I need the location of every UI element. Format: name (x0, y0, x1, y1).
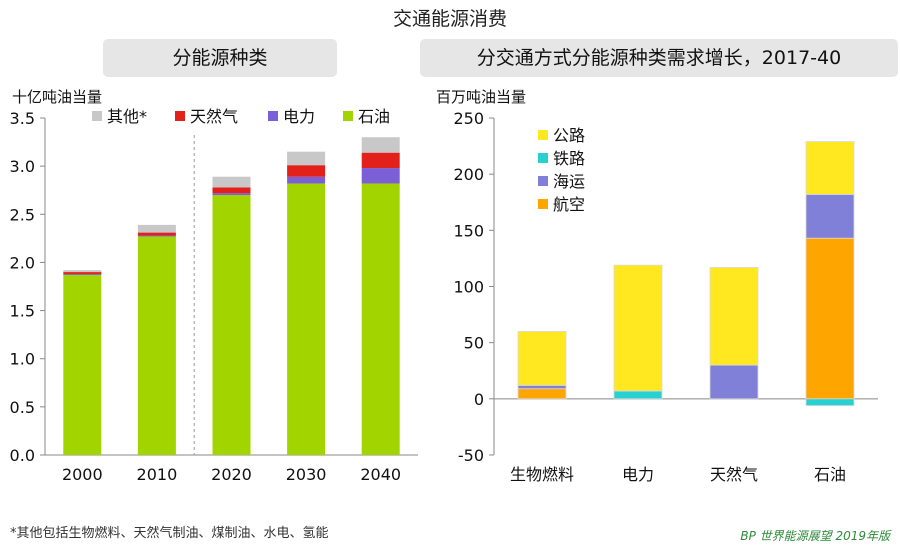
left-y-tick-label: 3.5 (10, 109, 35, 128)
left-legend-label: 其他* (107, 107, 147, 126)
left-bar-segment (137, 224, 176, 233)
right-y-axis-label: 百万吨油当量 (436, 88, 527, 106)
left-bar-segment (361, 183, 400, 455)
left-x-tick-label: 2010 (137, 465, 178, 484)
right-y-tick-label: 0 (474, 390, 484, 409)
left-y-axis-label: 十亿吨油当量 (12, 88, 103, 106)
right-bar-segment (805, 398, 855, 406)
left-y-tick-label: 1.5 (10, 302, 35, 321)
right-legend-label: 铁路 (553, 149, 585, 168)
right-x-tick-label: 天然气 (710, 465, 758, 484)
right-legend-swatch (538, 130, 548, 140)
right-legend-swatch (538, 153, 548, 163)
right-bar-segment (517, 384, 567, 390)
left-legend-swatch (343, 111, 353, 121)
left-bar-segment (361, 137, 400, 153)
left-bar-segment (63, 273, 102, 275)
right-bar-segment (517, 331, 567, 386)
right-x-tick-label: 电力 (622, 465, 654, 484)
right-x-tick-label: 生物燃料 (510, 465, 574, 484)
right-bar-segment (805, 141, 855, 195)
left-bar-segment (63, 274, 102, 455)
left-bar-segment (137, 232, 176, 236)
right-legend-label: 公路 (553, 126, 585, 145)
left-chart: 0.0 0.5 1.0 1.5 2.0 2.5 3.0 3.5 2000 2010 2020 2030… (10, 107, 418, 484)
left-bar-segment (287, 165, 326, 177)
left-y-tick-label: 3.0 (10, 157, 35, 176)
left-bar-segment (137, 235, 176, 237)
left-y-tick-label: 0.5 (10, 398, 35, 417)
left-x-tick-label: 2000 (62, 465, 103, 484)
right-legend-label: 航空 (553, 195, 585, 214)
left-chart-title: 分能源种类 (103, 39, 337, 77)
left-y-tick-label: 2.5 (10, 205, 35, 224)
right-bar-segment (613, 264, 663, 392)
left-bar-segment (212, 176, 251, 188)
right-bar-segment (517, 388, 567, 400)
left-bar-segment (212, 193, 251, 196)
page-title: 交通能源消费 (392, 8, 507, 30)
right-bar-segment (709, 364, 759, 400)
left-y-tick-label: 0.0 (10, 446, 35, 465)
left-legend-swatch (268, 111, 278, 121)
right-y-tick-label: 250 (453, 109, 484, 128)
left-bar-segment (361, 168, 400, 184)
left-x-tick-label: 2040 (360, 465, 401, 484)
left-bar-segment (63, 272, 102, 274)
left-bar-segment (287, 176, 326, 184)
left-y-tick-label: 1.0 (10, 350, 35, 369)
right-chart-title: 分交通方式分能源种类需求增长，2017-40 (420, 39, 898, 77)
left-bar-segment (137, 236, 176, 455)
right-y-tick-label: -50 (458, 446, 484, 465)
right-x-tick-label: 石油 (814, 465, 846, 484)
footnote: *其他包括生物燃料、天然气制油、煤制油、水电、氢能 (10, 526, 329, 541)
left-bar-segment (287, 183, 326, 455)
right-y-tick-label: 100 (453, 278, 484, 297)
right-bar-segment (805, 237, 855, 400)
right-y-tick-label: 150 (453, 221, 484, 240)
left-legend-label: 天然气 (190, 107, 238, 126)
left-bar-segment (212, 195, 251, 455)
left-bar-segment (361, 152, 400, 169)
left-x-tick-label: 2020 (211, 465, 252, 484)
source-label: BP 世界能源展望 2019年版 (740, 529, 890, 543)
right-legend-swatch (538, 176, 548, 186)
right-y-tick-label: 200 (453, 165, 484, 184)
left-bar-segment (287, 151, 326, 166)
right-bar-segment (709, 267, 759, 366)
right-y-tick-label: 50 (464, 334, 484, 353)
right-legend-label: 海运 (553, 172, 585, 191)
right-legend-swatch (538, 199, 548, 209)
left-legend-swatch (92, 111, 102, 121)
left-y-tick-label: 2.0 (10, 253, 35, 272)
left-bar-segment (212, 187, 251, 194)
left-bar-segment (63, 270, 102, 273)
left-legend-swatch (175, 111, 185, 121)
right-bar-segment (613, 390, 663, 400)
left-legend-label: 电力 (283, 107, 315, 126)
left-legend-label: 石油 (358, 107, 390, 126)
right-bar-segment (805, 193, 855, 239)
left-x-tick-label: 2030 (286, 465, 327, 484)
